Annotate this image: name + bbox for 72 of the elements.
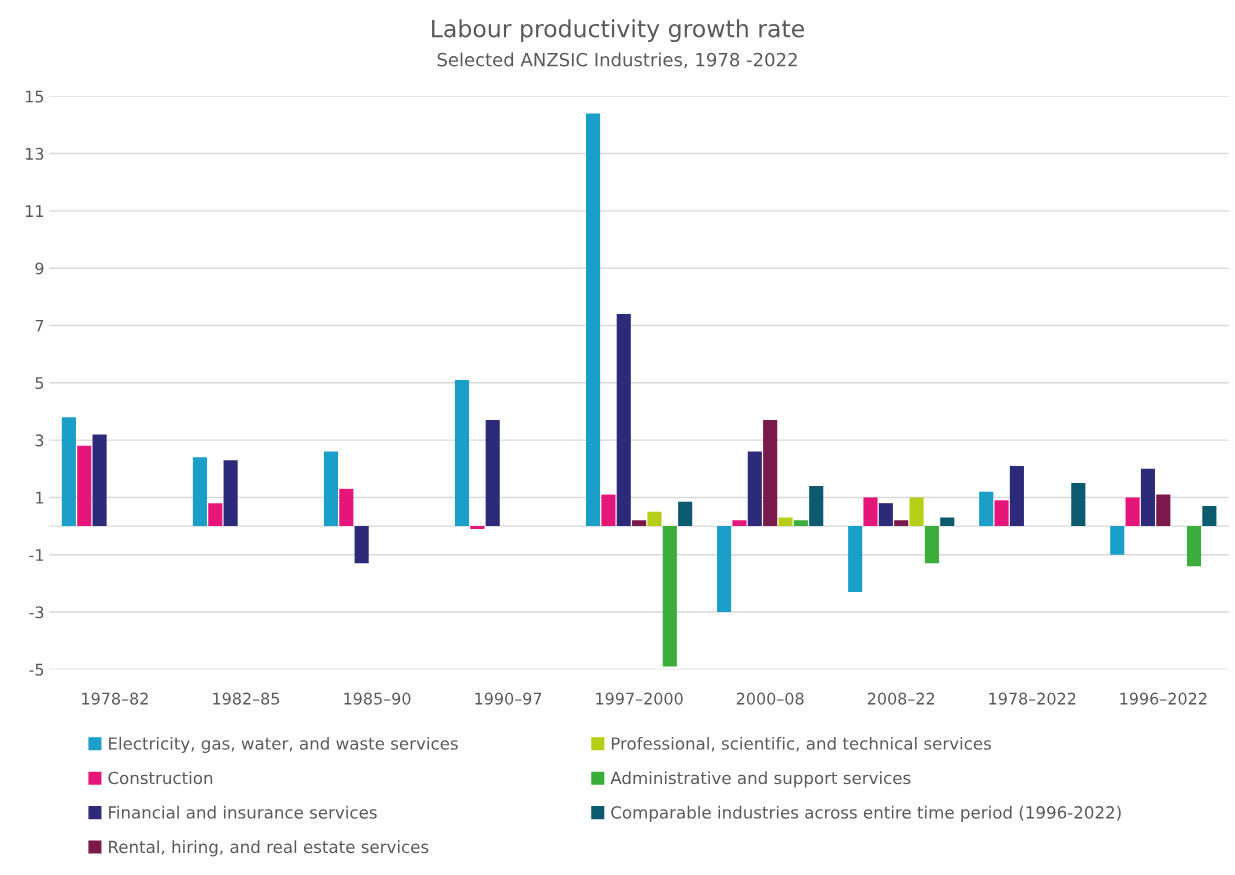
legend-label: Financial and insurance services (109, 805, 377, 819)
bar (863, 497, 878, 527)
bar (454, 379, 470, 527)
bar (809, 485, 824, 527)
bar (1140, 468, 1156, 527)
bar (192, 457, 207, 527)
bar (878, 503, 893, 527)
bar (909, 497, 924, 527)
bar (647, 511, 662, 527)
chart-title: Labour productivity growth rate (432, 19, 804, 43)
legend-label: Electricity, gas, water, and waste services (109, 736, 458, 754)
bar (763, 420, 778, 527)
bar (586, 113, 601, 527)
bar (632, 520, 647, 527)
bar (747, 451, 762, 527)
x-tick-label: 1996–2022 (1120, 692, 1207, 705)
bar (1202, 506, 1217, 527)
bar (1110, 526, 1125, 555)
bar (470, 526, 485, 529)
bar (940, 517, 955, 527)
bar (92, 434, 107, 527)
bar (601, 494, 616, 527)
x-tick-label: 1997–2000 (596, 692, 683, 705)
y-tick-label: 7 (35, 319, 44, 332)
y-tick-label: 11 (25, 205, 44, 217)
x-tick-label: 1985–90 (344, 692, 411, 705)
legend-label: Comparable industries across entire time period (1996-2022) (611, 805, 1121, 822)
y-tick-label: 1 (36, 491, 44, 504)
bar (994, 500, 1009, 527)
bar (485, 420, 500, 527)
bar (894, 520, 909, 527)
y-tick-label: 9 (35, 262, 44, 275)
y-tick-label: -3 (29, 606, 44, 619)
x-tick-label: 2000–08 (736, 692, 804, 705)
x-tick-label: 1978–82 (82, 692, 148, 705)
bar (339, 488, 354, 527)
x-tick-label: 2008–22 (867, 692, 935, 705)
bar (778, 517, 793, 527)
legend-label: Rental, hiring, and real estate services (109, 840, 429, 857)
chart-subtitle: Selected ANZSIC Industries, 1978 -2022 (437, 52, 797, 69)
bar (61, 417, 76, 527)
bar (979, 491, 994, 527)
bar (732, 520, 747, 527)
legend-label: Professional, scientific, and technical services (611, 736, 991, 752)
bar (848, 526, 863, 592)
y-tick-label: 13 (25, 147, 44, 160)
x-tick-label: 1978–2022 (989, 692, 1076, 705)
bar (208, 503, 223, 527)
bar (1125, 497, 1140, 527)
bar (354, 526, 369, 564)
bar (1156, 494, 1171, 527)
bar (717, 526, 732, 613)
bar (1071, 483, 1086, 527)
bar (1009, 465, 1024, 527)
legend-label: Construction (108, 771, 213, 785)
bar (77, 445, 92, 527)
x-tick-label: 1990–97 (475, 692, 542, 705)
bar (793, 520, 808, 527)
bar (678, 501, 693, 527)
bar (616, 314, 631, 527)
bar (924, 526, 939, 564)
bar (323, 451, 339, 527)
bar (662, 526, 677, 667)
x-tick-label: 1982–85 (213, 692, 280, 705)
y-tick-label: 5 (35, 377, 44, 390)
y-tick-label: 3 (35, 434, 44, 447)
bar (1186, 526, 1202, 567)
y-tick-label: -1 (29, 549, 44, 561)
y-tick-label: -5 (29, 663, 44, 676)
legend-label: Administrative and support services (610, 771, 911, 788)
y-tick-label: 15 (25, 90, 44, 103)
bar (223, 460, 238, 527)
